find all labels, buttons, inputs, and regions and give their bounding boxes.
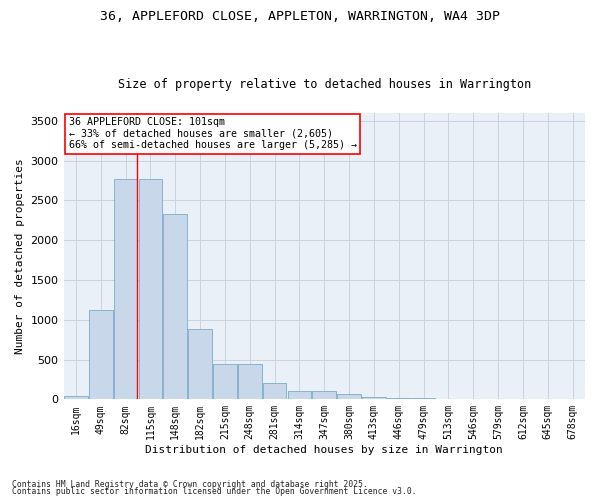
Bar <box>362 397 386 400</box>
Bar <box>163 214 187 400</box>
Bar <box>238 364 262 400</box>
Bar <box>64 396 88 400</box>
Y-axis label: Number of detached properties: Number of detached properties <box>15 158 25 354</box>
Text: 36 APPLEFORD CLOSE: 101sqm
← 33% of detached houses are smaller (2,605)
66% of s: 36 APPLEFORD CLOSE: 101sqm ← 33% of deta… <box>69 118 357 150</box>
Bar <box>313 392 336 400</box>
Bar <box>387 398 410 400</box>
Text: Contains public sector information licensed under the Open Government Licence v3: Contains public sector information licen… <box>12 488 416 496</box>
Title: Size of property relative to detached houses in Warrington: Size of property relative to detached ho… <box>118 78 531 91</box>
Bar <box>114 179 137 400</box>
Bar <box>139 179 162 400</box>
Bar <box>89 310 113 400</box>
Text: 36, APPLEFORD CLOSE, APPLETON, WARRINGTON, WA4 3DP: 36, APPLEFORD CLOSE, APPLETON, WARRINGTO… <box>100 10 500 23</box>
Text: Contains HM Land Registry data © Crown copyright and database right 2025.: Contains HM Land Registry data © Crown c… <box>12 480 368 489</box>
X-axis label: Distribution of detached houses by size in Warrington: Distribution of detached houses by size … <box>145 445 503 455</box>
Bar <box>412 398 436 400</box>
Bar <box>337 394 361 400</box>
Bar <box>213 364 237 400</box>
Bar <box>188 330 212 400</box>
Bar <box>437 398 460 400</box>
Bar <box>287 390 311 400</box>
Bar <box>263 384 286 400</box>
